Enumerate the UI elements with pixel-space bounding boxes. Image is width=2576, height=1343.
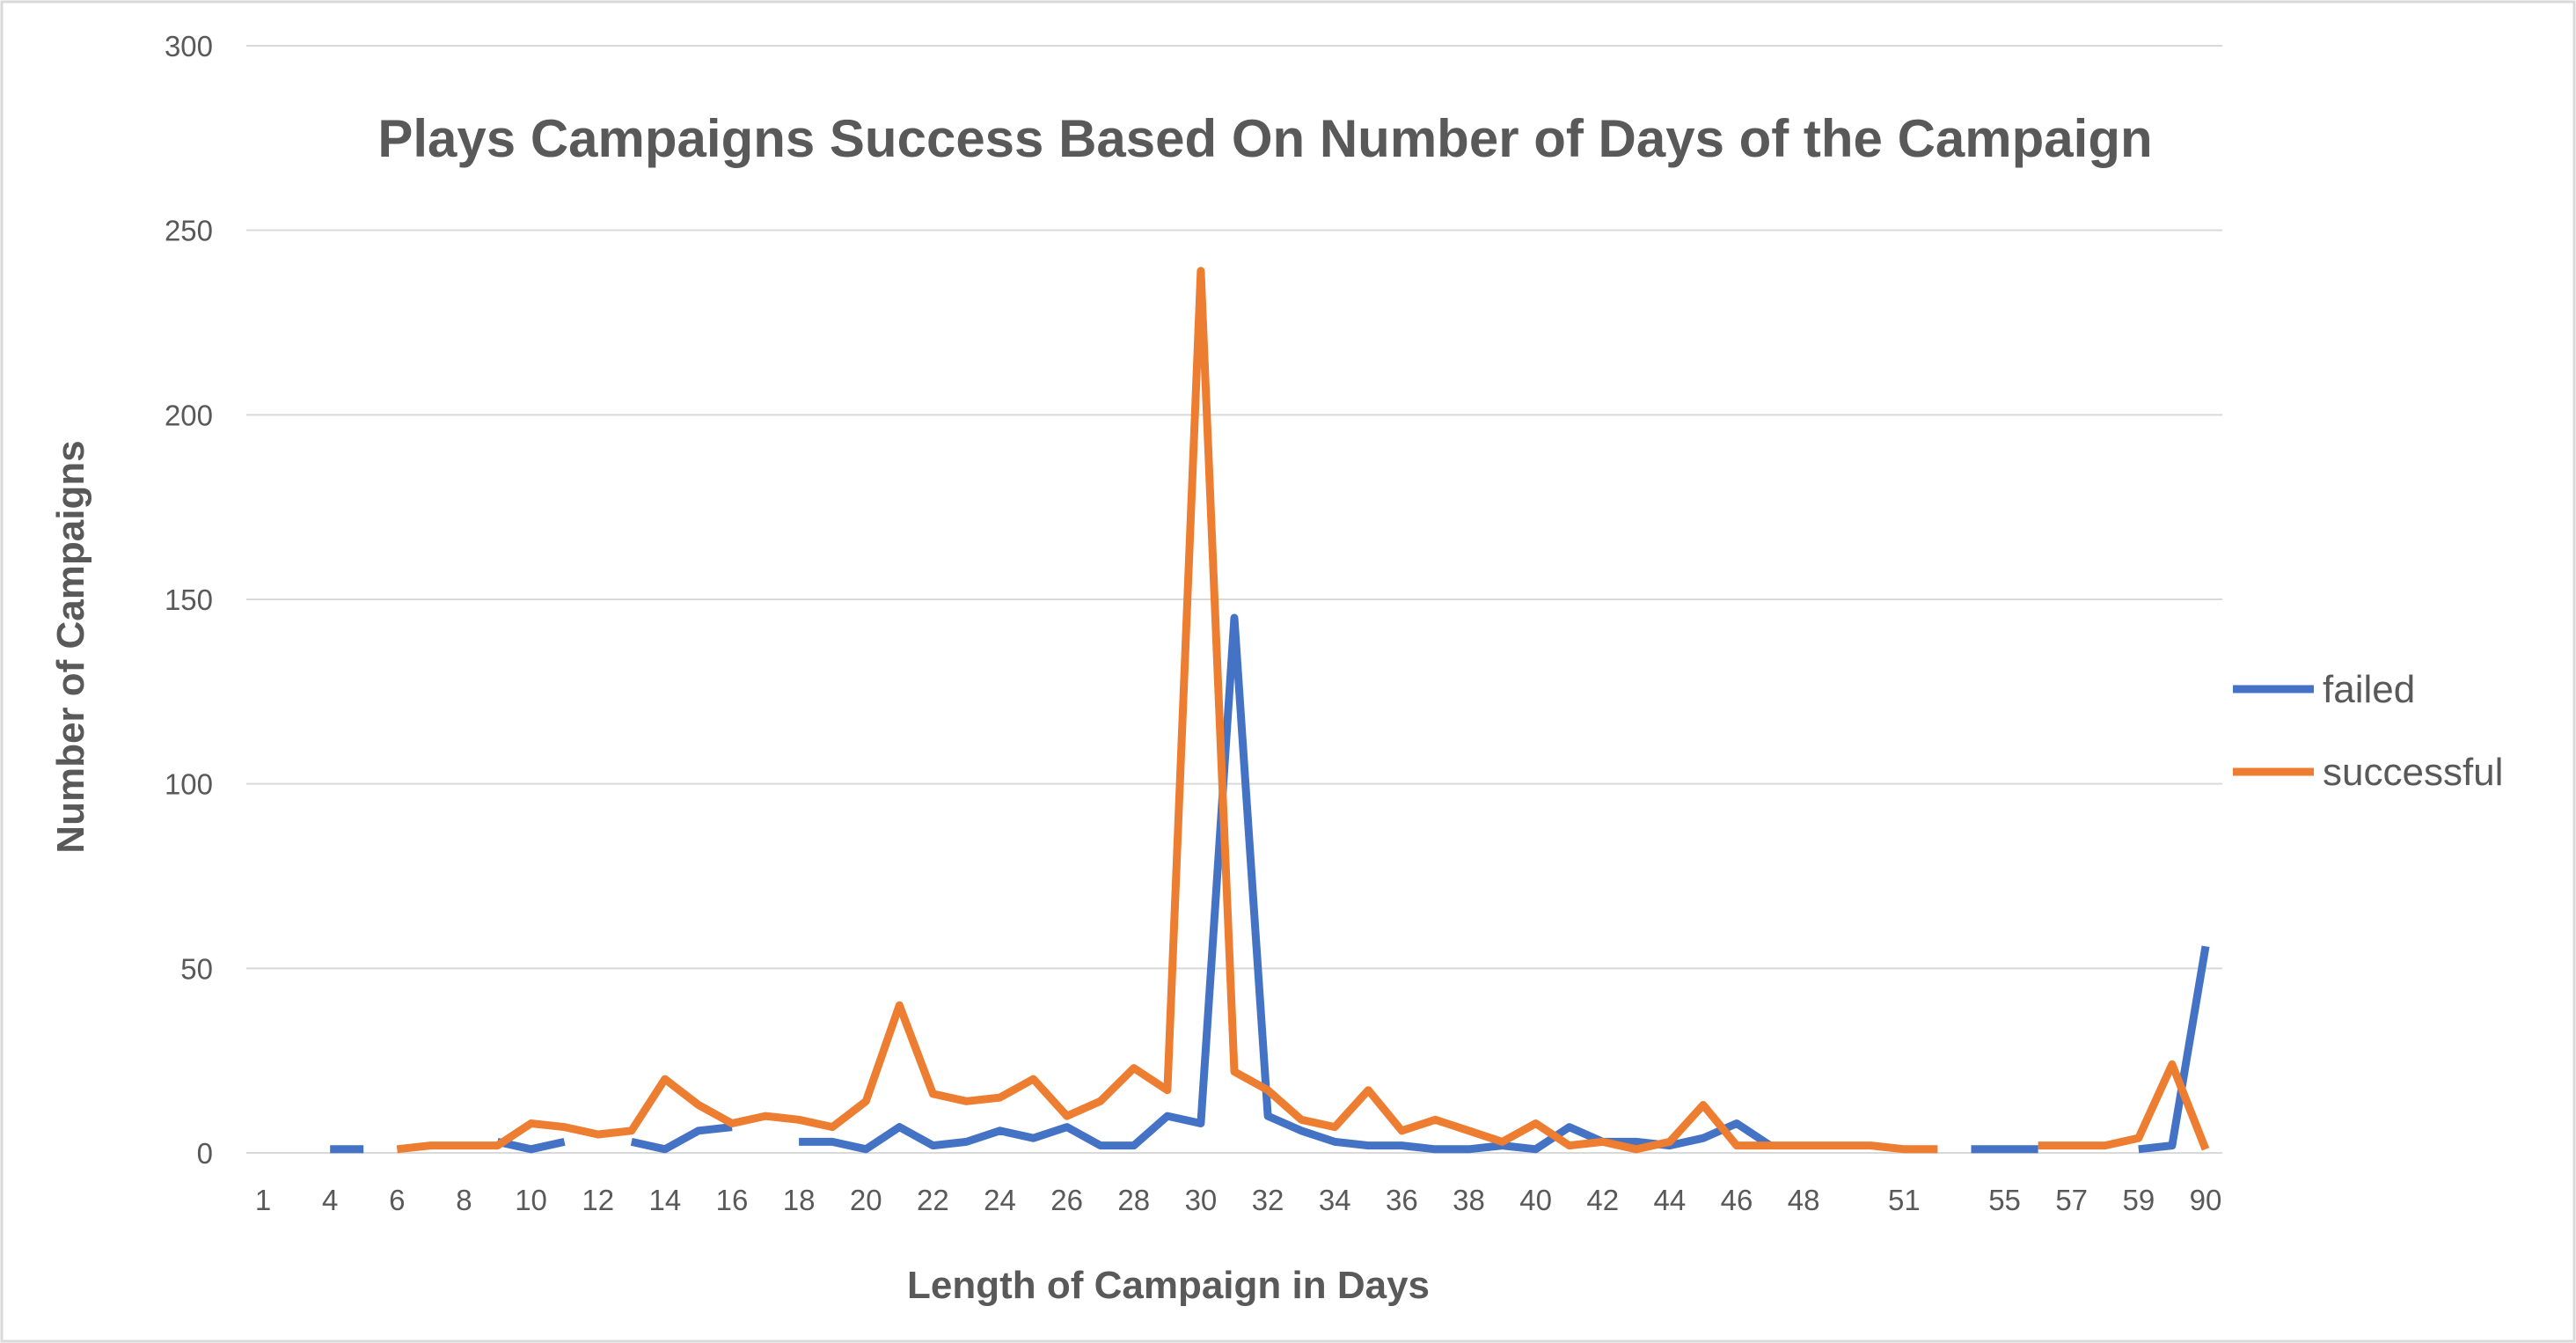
x-tick-label: 28 (1117, 1184, 1150, 1216)
x-tick-label: 1 (255, 1184, 271, 1216)
series-lines (330, 267, 2210, 1154)
x-tick-label: 34 (1319, 1184, 1351, 1216)
series-line-failed (630, 1123, 733, 1154)
x-tick-label: 6 (389, 1184, 405, 1216)
legend-label: failed (2323, 668, 2415, 711)
legend-item-successful: successful (2233, 751, 2503, 794)
y-axis-ticks: 0 50 100 150 200 250 300 (165, 30, 213, 1170)
x-tick-label: 57 (2055, 1184, 2088, 1216)
x-tick-label: 12 (582, 1184, 614, 1216)
x-tick-label: 59 (2122, 1184, 2155, 1216)
x-tick-label: 42 (1586, 1184, 1619, 1216)
x-tick-label: 48 (1788, 1184, 1820, 1216)
x-tick-label: 16 (716, 1184, 749, 1216)
x-tick-label: 18 (783, 1184, 816, 1216)
chart-title: Plays Campaigns Success Based On Number … (377, 109, 2152, 168)
x-tick-label: 20 (850, 1184, 882, 1216)
x-tick-label: 30 (1185, 1184, 1218, 1216)
series-line-successful (2038, 1060, 2210, 1151)
x-axis-title: Length of Campaign in Days (907, 1264, 1430, 1307)
x-tick-label: 4 (322, 1184, 338, 1216)
y-tick-label: 100 (165, 768, 213, 801)
x-tick-label: 51 (1888, 1184, 1921, 1216)
x-tick-label: 40 (1519, 1184, 1552, 1216)
legend-item-failed: failed (2233, 668, 2415, 711)
y-tick-label: 300 (165, 30, 213, 62)
x-tick-label: 46 (1721, 1184, 1753, 1216)
x-tick-label: 14 (648, 1184, 681, 1216)
series-line-successful (396, 267, 1938, 1154)
x-tick-label: 8 (456, 1184, 472, 1216)
x-tick-label: 38 (1453, 1184, 1485, 1216)
y-tick-label: 0 (197, 1137, 213, 1170)
x-tick-label: 36 (1386, 1184, 1418, 1216)
x-tick-label: 32 (1252, 1184, 1284, 1216)
y-tick-label: 200 (165, 399, 213, 431)
x-tick-label: 26 (1050, 1184, 1083, 1216)
x-tick-label: 10 (515, 1184, 547, 1216)
x-tick-label: 22 (917, 1184, 949, 1216)
y-tick-label: 150 (165, 583, 213, 616)
y-tick-label: 50 (180, 952, 213, 985)
x-tick-label: 55 (1988, 1184, 2021, 1216)
legend: failed successful (2233, 668, 2503, 794)
x-tick-label: 24 (984, 1184, 1016, 1216)
legend-label: successful (2323, 751, 2503, 794)
gridlines (246, 45, 2222, 1154)
series-line-failed (496, 1138, 566, 1154)
series-successful (396, 267, 2210, 1154)
x-tick-label: 90 (2190, 1184, 2222, 1216)
y-axis-title: Number of Campaigns (49, 440, 92, 853)
series-line-failed (2138, 945, 2210, 1154)
x-axis-ticks: 1 4 6 8 10 12 14 16 18 20 22 24 26 28 30 32 34 36 38 40 42 44… (255, 1184, 2221, 1216)
y-tick-label: 250 (165, 215, 213, 247)
x-tick-label: 44 (1654, 1184, 1687, 1216)
